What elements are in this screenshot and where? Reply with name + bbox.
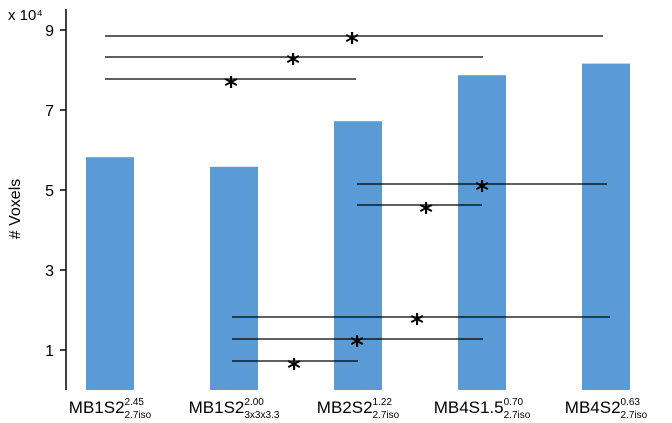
significance-star: * [419,198,433,228]
x-tick-label: MB1S22.00 3x3x3.3 [189,397,280,421]
x-label-sup: 2.45 [125,397,145,408]
x-tick-label: MB1S22.45 2.7iso [69,397,152,421]
x-label-sub: 3x3x3.3 [244,410,279,421]
y-tick-label: 3 [45,263,54,280]
significance-star: * [350,331,364,361]
x-label-sup: 2.00 [244,397,264,408]
y-axis-label: # Voxels [7,179,24,239]
significance-star: * [287,354,301,384]
y-tick-label: 1 [45,343,54,360]
significance-star: * [345,28,359,58]
x-tick-label: MB2S21.22 2.7iso [317,397,400,421]
bars [86,63,630,390]
x-label-sup: 0.70 [504,397,524,408]
bar-4 [458,75,506,390]
significance-brackets: * * * * * * * * [105,28,610,384]
x-tick-label: MB4S1.50.70 2.7iso [434,397,531,421]
significance-star: * [286,49,300,79]
y-multiplier-label: x 10⁴ [8,7,43,24]
bar-1 [86,157,134,390]
x-tick-label: MB4S20.63 2.7iso [565,397,648,421]
y-tick-label: 7 [45,103,54,120]
significance-star: * [224,72,238,102]
y-tick-label: 9 [45,23,54,40]
x-label-sub: 2.7iso [125,410,152,421]
x-label-base: MB1S2 [69,398,125,417]
x-label-base: MB4S2 [565,398,621,417]
x-label-sub: 2.7iso [373,410,400,421]
x-label-base: MB4S1.5 [434,398,504,417]
bar-5 [582,63,630,390]
axes [60,9,67,390]
x-label-base: MB2S2 [317,398,373,417]
y-tick-label: 5 [45,183,54,200]
x-label-sup: 1.22 [373,397,393,408]
x-label-sub: 2.7iso [504,410,531,421]
x-label-sup: 0.63 [621,397,641,408]
bar-2 [210,166,258,390]
significance-star: * [410,309,424,339]
x-label-base: MB1S2 [189,398,245,417]
x-label-sub: 2.7iso [621,410,648,421]
bar-3 [334,121,382,390]
significance-star: * [475,176,489,206]
